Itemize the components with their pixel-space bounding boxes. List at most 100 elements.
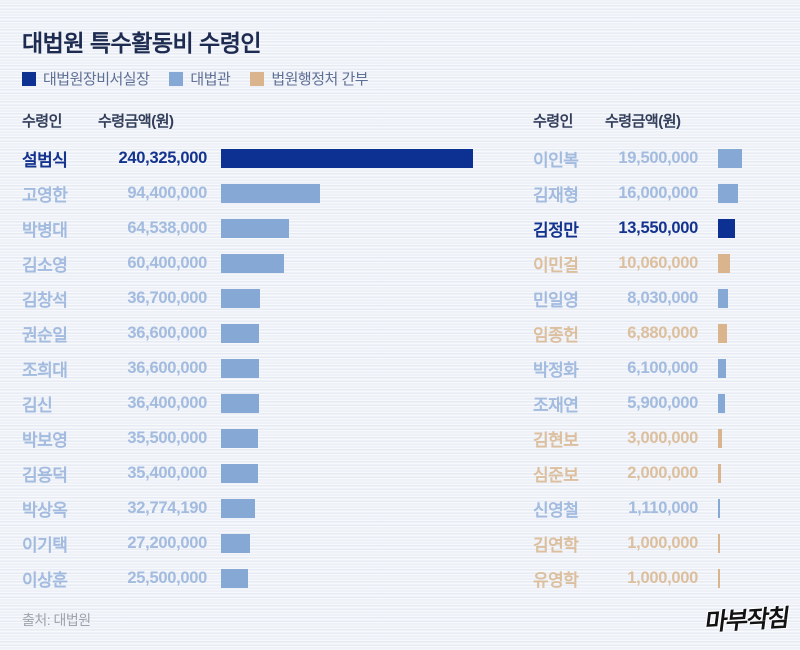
table-row: 설범식 240,325,000 xyxy=(22,141,473,176)
amount-value: 27,200,000 xyxy=(127,534,207,552)
table-row: 이민걸 10,060,000 xyxy=(533,246,742,281)
legend-swatch-justice-icon xyxy=(169,71,184,86)
recipient-name: 권순일 xyxy=(22,326,68,345)
amount-value: 5,900,000 xyxy=(627,394,698,412)
legend-swatch-admin-icon xyxy=(250,71,265,86)
recipient-name: 김현보 xyxy=(533,431,579,450)
recipient-name: 고영한 xyxy=(22,186,68,205)
table-row: 이상훈 25,500,000 xyxy=(22,561,473,596)
table-row: 박보영 35,500,000 xyxy=(22,421,473,456)
amount-bar xyxy=(718,569,720,588)
legend: 대법원장비서실장 대법관 법원행정처 간부 xyxy=(22,68,369,89)
legend-item-justice: 대법관 xyxy=(169,68,231,89)
recipient-name: 김창석 xyxy=(22,291,68,310)
amount-value: 64,538,000 xyxy=(127,219,207,237)
amount-bar xyxy=(718,184,738,203)
table-row: 권순일 36,600,000 xyxy=(22,316,473,351)
amount-bar xyxy=(718,464,721,483)
amount-value: 10,060,000 xyxy=(618,254,698,272)
left-column: 수령인 수령금액(원) 설범식 240,325,000 고영한 94,400,000 박… xyxy=(22,110,473,596)
amount-bar xyxy=(718,429,722,448)
amount-bar xyxy=(718,324,727,343)
amount-value: 25,500,000 xyxy=(127,569,207,587)
recipient-name: 유영학 xyxy=(533,571,579,590)
legend-item-chief: 대법원장비서실장 xyxy=(22,68,150,89)
left-column-headers: 수령인 수령금액(원) xyxy=(22,110,473,130)
recipient-name: 김용덕 xyxy=(22,466,68,485)
table-row: 박병대 64,538,000 xyxy=(22,211,473,246)
mabujakchim-logo: 마부작침 xyxy=(703,604,790,637)
amount-value: 8,030,000 xyxy=(627,289,698,307)
table-row: 조희대 36,600,000 xyxy=(22,351,473,386)
recipient-name: 김재형 xyxy=(533,186,579,205)
amount-value: 2,000,000 xyxy=(627,464,698,482)
amount-value: 36,600,000 xyxy=(127,359,207,377)
table-row: 유영학 1,000,000 xyxy=(533,561,742,596)
table-row: 심준보 2,000,000 xyxy=(533,456,742,491)
amount-value: 35,500,000 xyxy=(127,429,207,447)
amount-bar xyxy=(718,534,720,553)
table-row: 신영철 1,110,000 xyxy=(533,491,742,526)
amount-bar xyxy=(718,394,726,413)
amount-bar xyxy=(718,499,720,518)
table-row: 박상옥 32,774,190 xyxy=(22,491,473,526)
table-row: 김현보 3,000,000 xyxy=(533,421,742,456)
header-amount: 수령금액(원) xyxy=(605,113,681,130)
source-note: 출처: 대법원 xyxy=(22,612,91,628)
table-row: 김연학 1,000,000 xyxy=(533,526,742,561)
recipient-name: 박정화 xyxy=(533,361,579,380)
amount-bar xyxy=(221,219,289,238)
recipient-name: 조재연 xyxy=(533,396,579,415)
recipient-name: 조희대 xyxy=(22,361,68,380)
amount-bar xyxy=(221,324,260,343)
amount-value: 1,000,000 xyxy=(627,534,698,552)
table-row: 이기택 27,200,000 xyxy=(22,526,473,561)
amount-value: 36,600,000 xyxy=(127,324,207,342)
amount-value: 3,000,000 xyxy=(627,429,698,447)
table-row: 임종헌 6,880,000 xyxy=(533,316,742,351)
amount-value: 36,400,000 xyxy=(127,394,207,412)
recipient-name: 김신 xyxy=(22,396,53,415)
amount-value: 6,100,000 xyxy=(627,359,698,377)
recipient-name: 설범식 xyxy=(22,151,68,170)
recipient-name: 박병대 xyxy=(22,221,68,240)
amount-bar xyxy=(718,254,731,273)
table-row: 김신 36,400,000 xyxy=(22,386,473,421)
table-row: 김소영 60,400,000 xyxy=(22,246,473,281)
right-rows: 이인복 19,500,000 김재형 16,000,000 김정만 13,550,000 이… xyxy=(533,141,742,596)
table-row: 민일영 8,030,000 xyxy=(533,281,742,316)
recipient-name: 박보영 xyxy=(22,431,68,450)
recipient-name: 김소영 xyxy=(22,256,68,275)
amount-value: 60,400,000 xyxy=(127,254,207,272)
left-rows: 설범식 240,325,000 고영한 94,400,000 박병대 64,538,000… xyxy=(22,141,473,596)
recipient-name: 이상훈 xyxy=(22,571,68,590)
recipient-name: 민일영 xyxy=(533,291,579,310)
amount-bar xyxy=(221,464,259,483)
amount-bar xyxy=(221,394,260,413)
table-row: 김용덕 35,400,000 xyxy=(22,456,473,491)
amount-bar xyxy=(221,149,473,168)
amount-bar xyxy=(221,184,320,203)
amount-value: 19,500,000 xyxy=(618,149,698,167)
legend-label: 법원행정처 간부 xyxy=(271,71,369,88)
legend-label: 대법원장비서실장 xyxy=(43,71,150,88)
table-row: 고영한 94,400,000 xyxy=(22,176,473,211)
amount-value: 35,400,000 xyxy=(127,464,207,482)
legend-label: 대법관 xyxy=(190,71,231,88)
amount-bar xyxy=(718,149,742,168)
table-row: 김정만 13,550,000 xyxy=(533,211,742,246)
amount-bar xyxy=(221,359,260,378)
amount-value: 32,774,190 xyxy=(127,499,207,517)
header-recipient: 수령인 xyxy=(533,113,573,130)
amount-bar xyxy=(221,534,250,553)
legend-swatch-chief-icon xyxy=(22,71,36,86)
amount-value: 6,880,000 xyxy=(627,324,698,342)
recipient-name: 박상옥 xyxy=(22,501,68,520)
amount-value: 94,400,000 xyxy=(127,184,207,202)
amount-bar xyxy=(718,219,735,238)
amount-bar xyxy=(221,569,248,588)
page-title: 대법원 특수활동비 수령인 xyxy=(22,30,262,56)
legend-item-admin: 법원행정처 간부 xyxy=(250,68,369,89)
amount-value: 13,550,000 xyxy=(618,219,698,237)
